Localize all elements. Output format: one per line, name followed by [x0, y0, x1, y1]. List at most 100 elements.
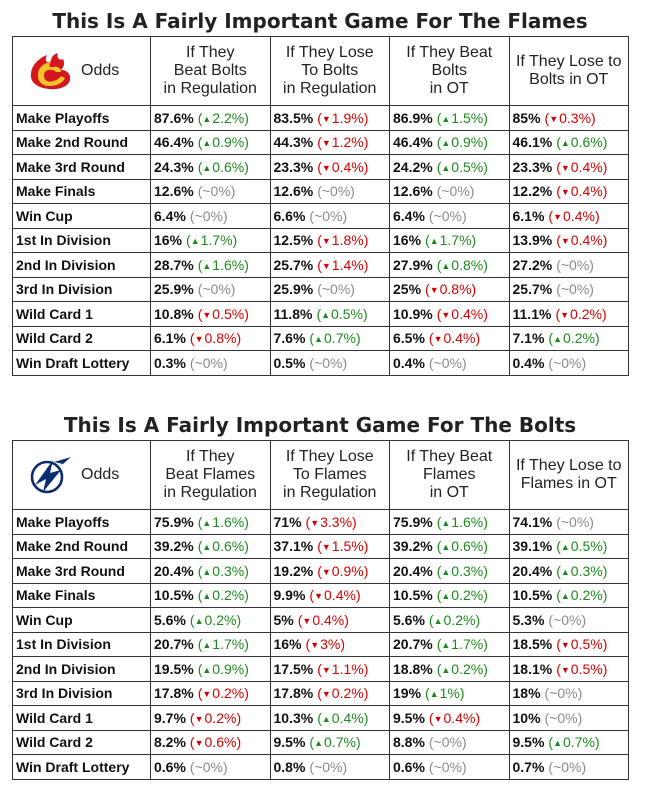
odds-delta: (▼0.6%): [189, 734, 242, 751]
table-row: Wild Card 2 8.2% (▼0.6%) 9.5% (▲0.7%) 8.8% (~0…: [12, 729, 629, 755]
odds-delta: (▲0.4%): [317, 709, 369, 726]
odds-value: 12.6%: [154, 183, 194, 200]
arrow-up-icon: ▲: [553, 738, 563, 749]
odds-delta: (▲0.2%): [548, 330, 600, 347]
arrow-down-icon: ▼: [560, 640, 570, 651]
odds-delta-value: 0.4%: [443, 709, 476, 726]
odds-cell: 19% (▲1%): [389, 680, 510, 706]
odds-value: 10.9%: [393, 305, 433, 322]
odds-value: 5.6%: [154, 611, 186, 628]
odds-delta-value: 0.4%: [563, 207, 595, 224]
odds-delta-value: 3.3%: [320, 513, 353, 530]
odds-delta-value: ~0%: [560, 281, 590, 298]
odds-value: 12.2%: [512, 183, 553, 200]
odds-delta: (▲0.6%): [436, 538, 488, 555]
odds-value: 17.5%: [273, 660, 314, 677]
row-label: Make Playoffs: [12, 105, 151, 131]
odds-value: 9.7%: [154, 709, 186, 726]
odds-delta: (▲0.2%): [189, 611, 242, 628]
odds-value: 9.9%: [273, 587, 306, 604]
odds-delta-value: 2.2%: [212, 109, 245, 126]
scenario-header: If They Beat Flames in Regulation: [150, 440, 271, 510]
table-row: Make Playoffs 87.6% (▲2.2%) 83.5% (▼1.9%) 86.…: [12, 105, 629, 131]
table-row: Make Finals 10.5% (▲0.2%) 9.9% (▼0.4%) 10.5%(…: [12, 582, 629, 608]
arrow-down-icon: ▼: [194, 738, 204, 749]
arrow-down-icon: ▼: [314, 591, 324, 602]
arrow-up-icon: ▲: [202, 664, 212, 675]
odds-delta-value: 1.7%: [451, 636, 484, 653]
odds-value: 0.5%: [273, 354, 306, 371]
odds-delta: (▲1.5%): [436, 109, 488, 126]
odds-cell: 0.8% (~0%): [269, 754, 390, 780]
odds-cell: 25% (▼0.8%): [389, 276, 510, 302]
odds-cell: 83.5% (▼1.9%): [269, 105, 390, 131]
odds-cell: 7.6% (▲0.7%): [269, 325, 390, 351]
odds-delta-value: 1.8%: [331, 232, 364, 249]
arrow-down-icon: ▼: [310, 517, 320, 528]
arrow-down-icon: ▼: [321, 162, 331, 173]
odds-cell: 5% (▼0.4%): [269, 607, 390, 633]
odds-cell: 6.6% (~0%): [269, 203, 390, 229]
odds-delta-value: 0.6%: [204, 734, 237, 751]
row-label: Make 3rd Round: [12, 154, 151, 180]
odds-delta-value: 0.2%: [212, 587, 245, 604]
scenario-header-line: Beat Bolts: [173, 62, 247, 79]
odds-cell: 10.5% (▲0.2%): [508, 582, 629, 608]
odds-cell: 18% (~0%): [508, 680, 629, 706]
table-header: Odds If They Beat Flames in Regulation If Th…: [12, 440, 629, 510]
odds-table: Odds If They Beat Bolts in Regulation If The…: [12, 36, 629, 376]
odds-cell: 11.8% (▲0.5%): [269, 301, 390, 327]
odds-delta-value: 0.6%: [212, 538, 245, 555]
odds-value: 0.3%: [154, 354, 186, 371]
odds-value: 39.2%: [154, 538, 194, 555]
scenario-header-line: If They Lose: [285, 448, 374, 465]
odds-delta: (▲0.9%): [436, 134, 488, 151]
odds-value: 17.8%: [154, 685, 194, 702]
arrow-down-icon: ▼: [321, 689, 331, 700]
row-label: 1st In Division: [12, 227, 151, 253]
odds-delta: (~0%): [556, 513, 594, 530]
odds-delta: (▼0.4%): [428, 709, 481, 726]
odds-delta: (▲0.3%): [436, 562, 488, 579]
odds-header-cell: Odds: [12, 36, 151, 106]
odds-value: 9.5%: [273, 734, 306, 751]
odds-value: 27.2%: [512, 256, 553, 273]
odds-value: 17.8%: [273, 685, 314, 702]
scenario-header-line: in OT: [429, 484, 469, 501]
odds-delta-value: 0.4%: [451, 305, 484, 322]
odds-cell: 12.2% (▼0.4%): [508, 178, 629, 204]
odds-value: 37.1%: [273, 538, 314, 555]
arrow-up-icon: ▲: [202, 162, 212, 173]
scenario-header-line: in Regulation: [283, 80, 377, 97]
odds-cell: 20.4% (▲0.3%): [389, 558, 510, 584]
table-row: 3rd In Division 25.9% (~0%) 25.9% (~0%) 25% (▼…: [12, 276, 629, 302]
odds-delta-value: ~0%: [202, 183, 231, 200]
odds-delta: (▲0.5%): [556, 538, 608, 555]
odds-delta-value: 0.6%: [451, 538, 484, 555]
odds-delta-value: 0.4%: [331, 709, 364, 726]
odds-value: 25.7%: [512, 281, 553, 298]
odds-delta: (~0%): [197, 183, 236, 200]
odds-cell: 12.6% (~0%): [389, 178, 510, 204]
row-label: Wild Card 1: [12, 301, 151, 327]
odds-value: 11.1%: [512, 305, 552, 322]
odds-delta-value: 1.4%: [331, 256, 364, 273]
odds-delta: (▲0.2%): [428, 611, 481, 628]
scenario-header-line: in Regulation: [163, 80, 257, 97]
odds-delta: (▼1.1%): [317, 660, 369, 677]
odds-value: 7.6%: [273, 330, 306, 347]
odds-cell: 10.5% (▲0.2%): [150, 582, 271, 608]
arrow-down-icon: ▼: [433, 713, 443, 724]
arrow-up-icon: ▲: [441, 542, 451, 553]
table-row: Make Playoffs 75.9% (▲1.6%) 71% (▼3.3%) 75.9%…: [12, 509, 629, 535]
row-label: Win Cup: [12, 607, 151, 633]
odds-cell: 25.9% (~0%): [150, 276, 271, 302]
arrow-down-icon: ▼: [560, 162, 570, 173]
odds-delta: (▼0.5%): [197, 305, 249, 322]
table-row: Make 2nd Round 46.4% (▲0.9%) 44.3% (▼1.2%) 46…: [12, 129, 629, 155]
row-label: Make 2nd Round: [12, 129, 151, 155]
odds-value: 10%: [512, 709, 541, 726]
odds-cell: 6.4% (~0%): [150, 203, 271, 229]
odds-delta: (▼0.2%): [555, 305, 607, 322]
odds-value: 25.7%: [273, 256, 314, 273]
